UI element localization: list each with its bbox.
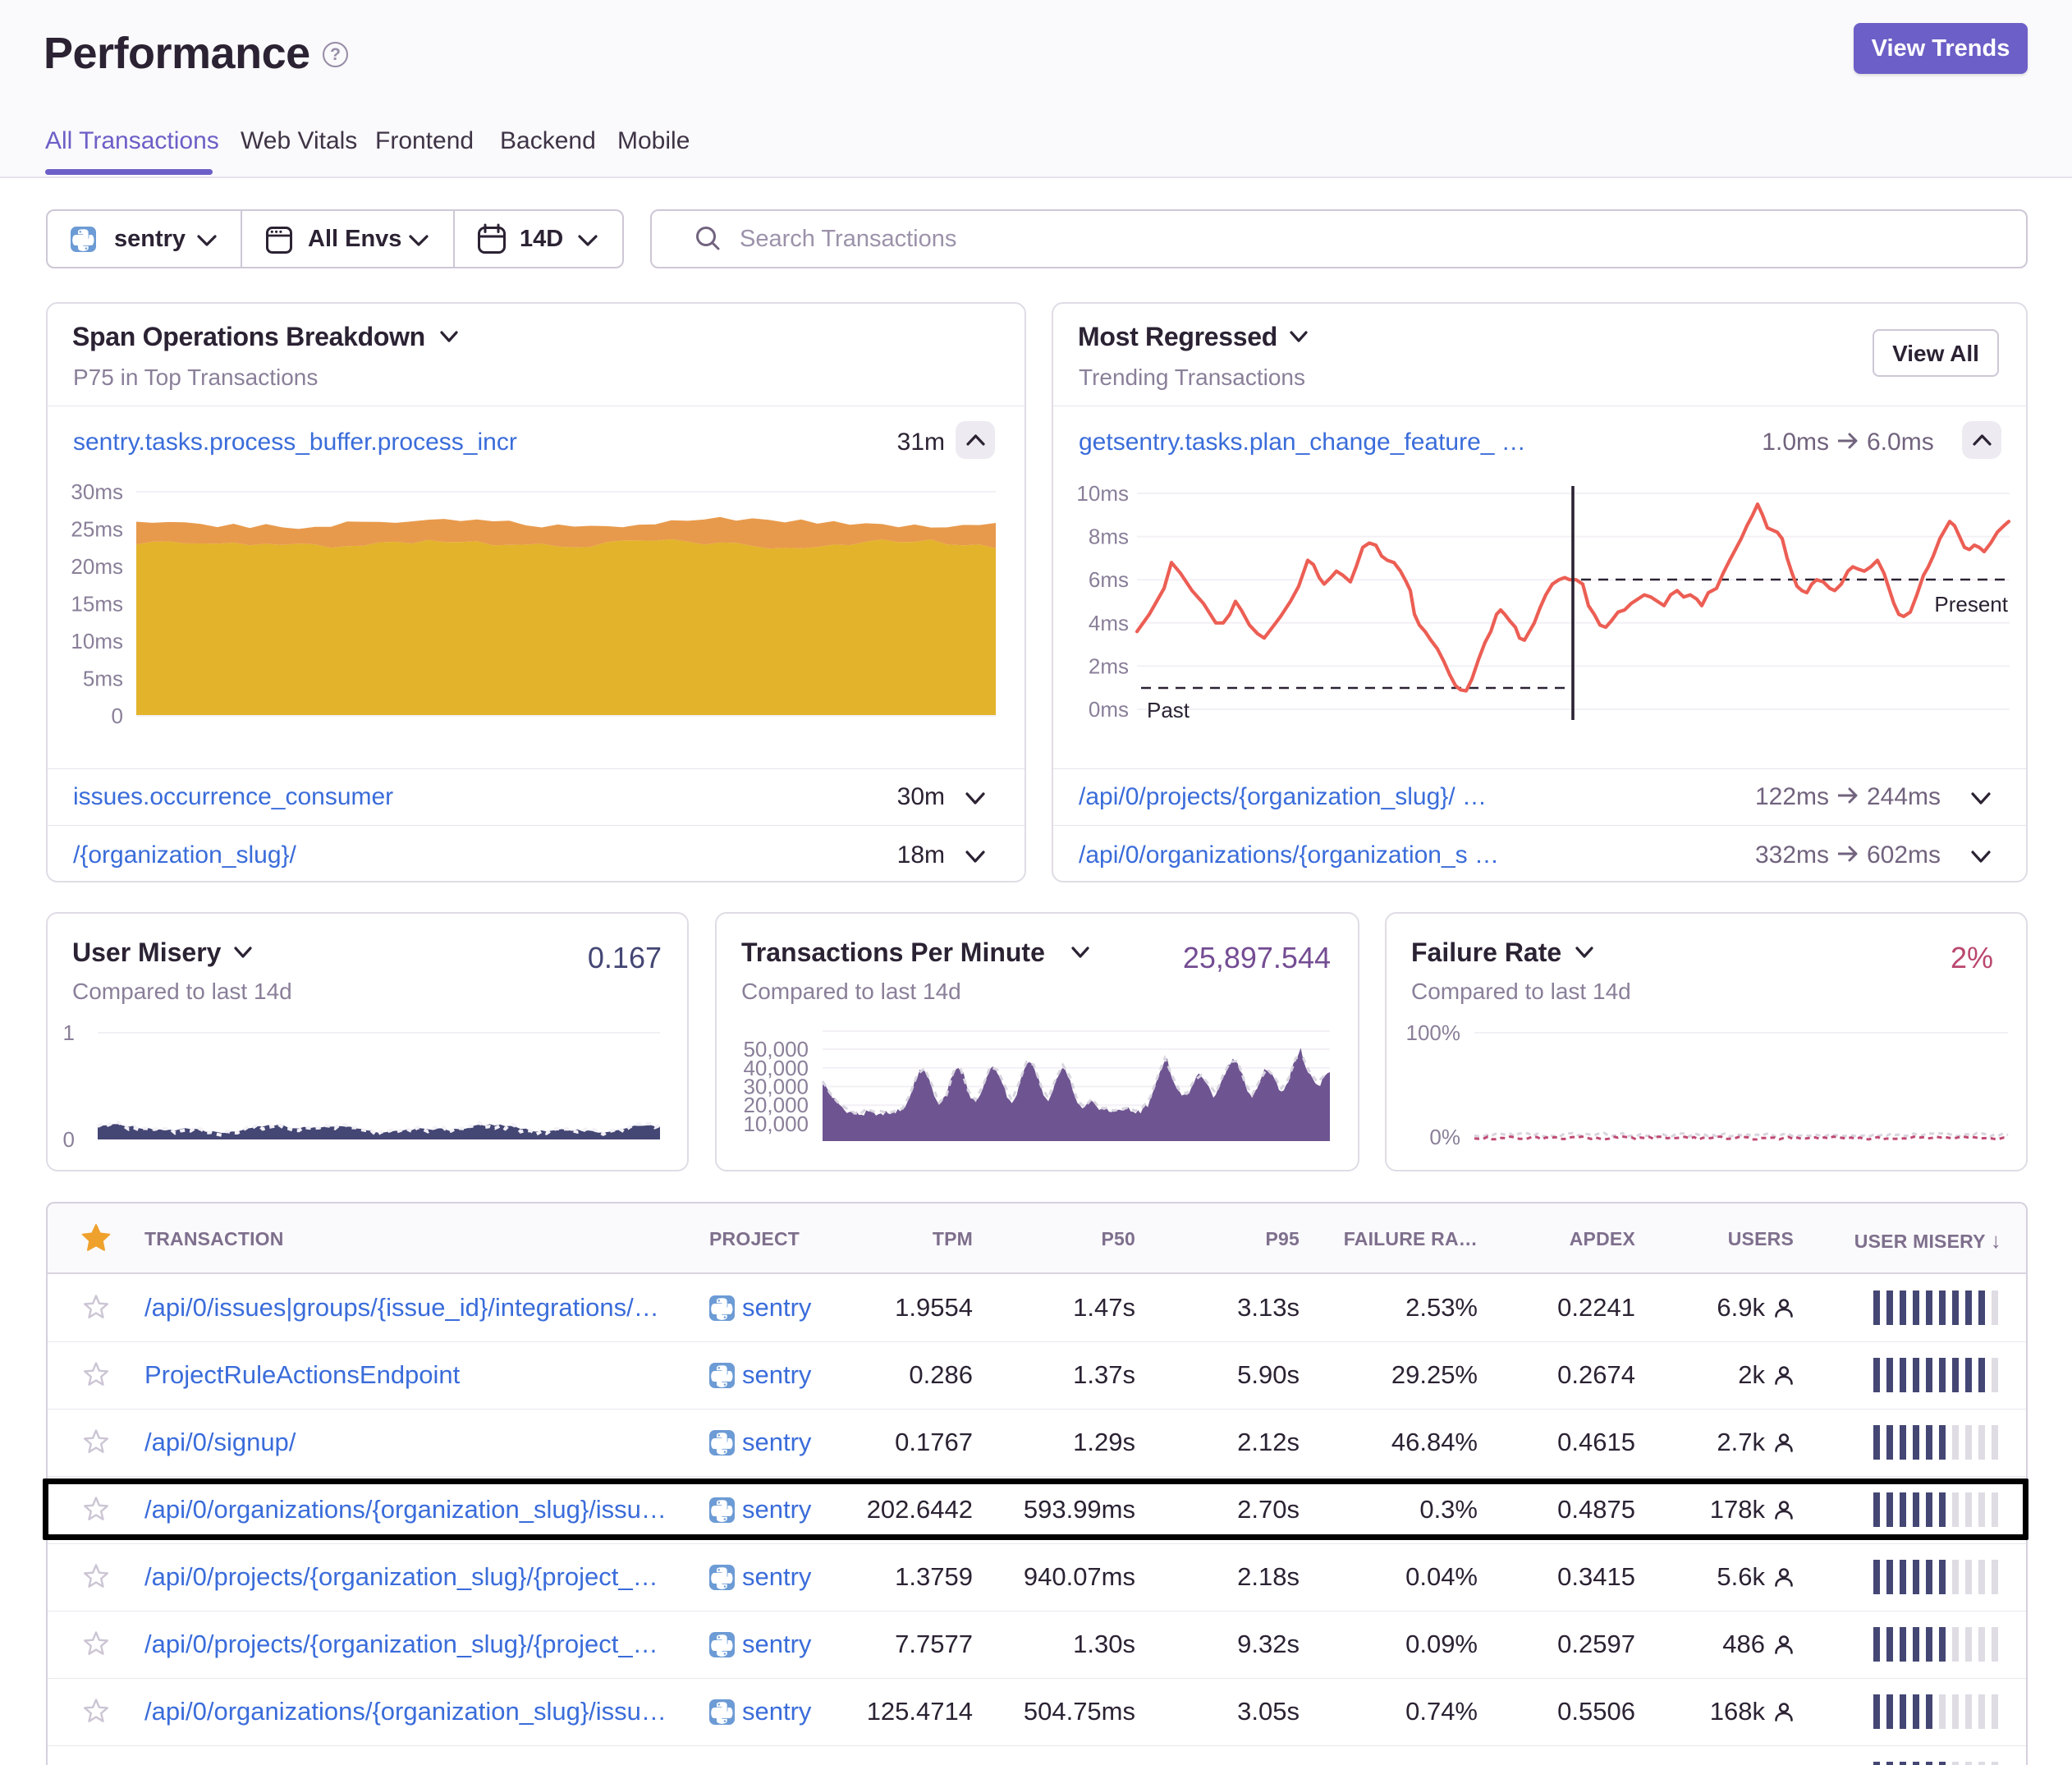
svg-text:1: 1 [63,1020,75,1045]
svg-text:20,000: 20,000 [743,1093,809,1117]
svg-text:100%: 100% [1406,1020,1461,1045]
svg-text:6ms: 6ms [1089,567,1129,592]
svg-text:20ms: 20ms [71,554,123,579]
svg-text:40,000: 40,000 [743,1056,809,1080]
svg-text:0ms: 0ms [1089,697,1129,722]
svg-text:30ms: 30ms [71,479,123,504]
svg-text:0%: 0% [1429,1125,1460,1149]
svg-text:Present: Present [1934,592,2008,617]
svg-text:15ms: 15ms [71,592,123,617]
svg-text:4ms: 4ms [1089,611,1129,635]
svg-text:10ms: 10ms [71,629,123,653]
svg-text:0: 0 [112,704,123,728]
svg-text:2ms: 2ms [1089,653,1129,678]
svg-text:25ms: 25ms [71,517,123,542]
svg-text:Past: Past [1147,698,1190,722]
svg-text:10ms: 10ms [1076,481,1129,506]
svg-text:8ms: 8ms [1089,525,1129,549]
svg-text:0: 0 [63,1127,75,1152]
svg-text:30,000: 30,000 [743,1075,809,1099]
svg-text:5ms: 5ms [83,667,123,691]
svg-text:50,000: 50,000 [743,1037,809,1061]
svg-text:10,000: 10,000 [743,1112,809,1136]
